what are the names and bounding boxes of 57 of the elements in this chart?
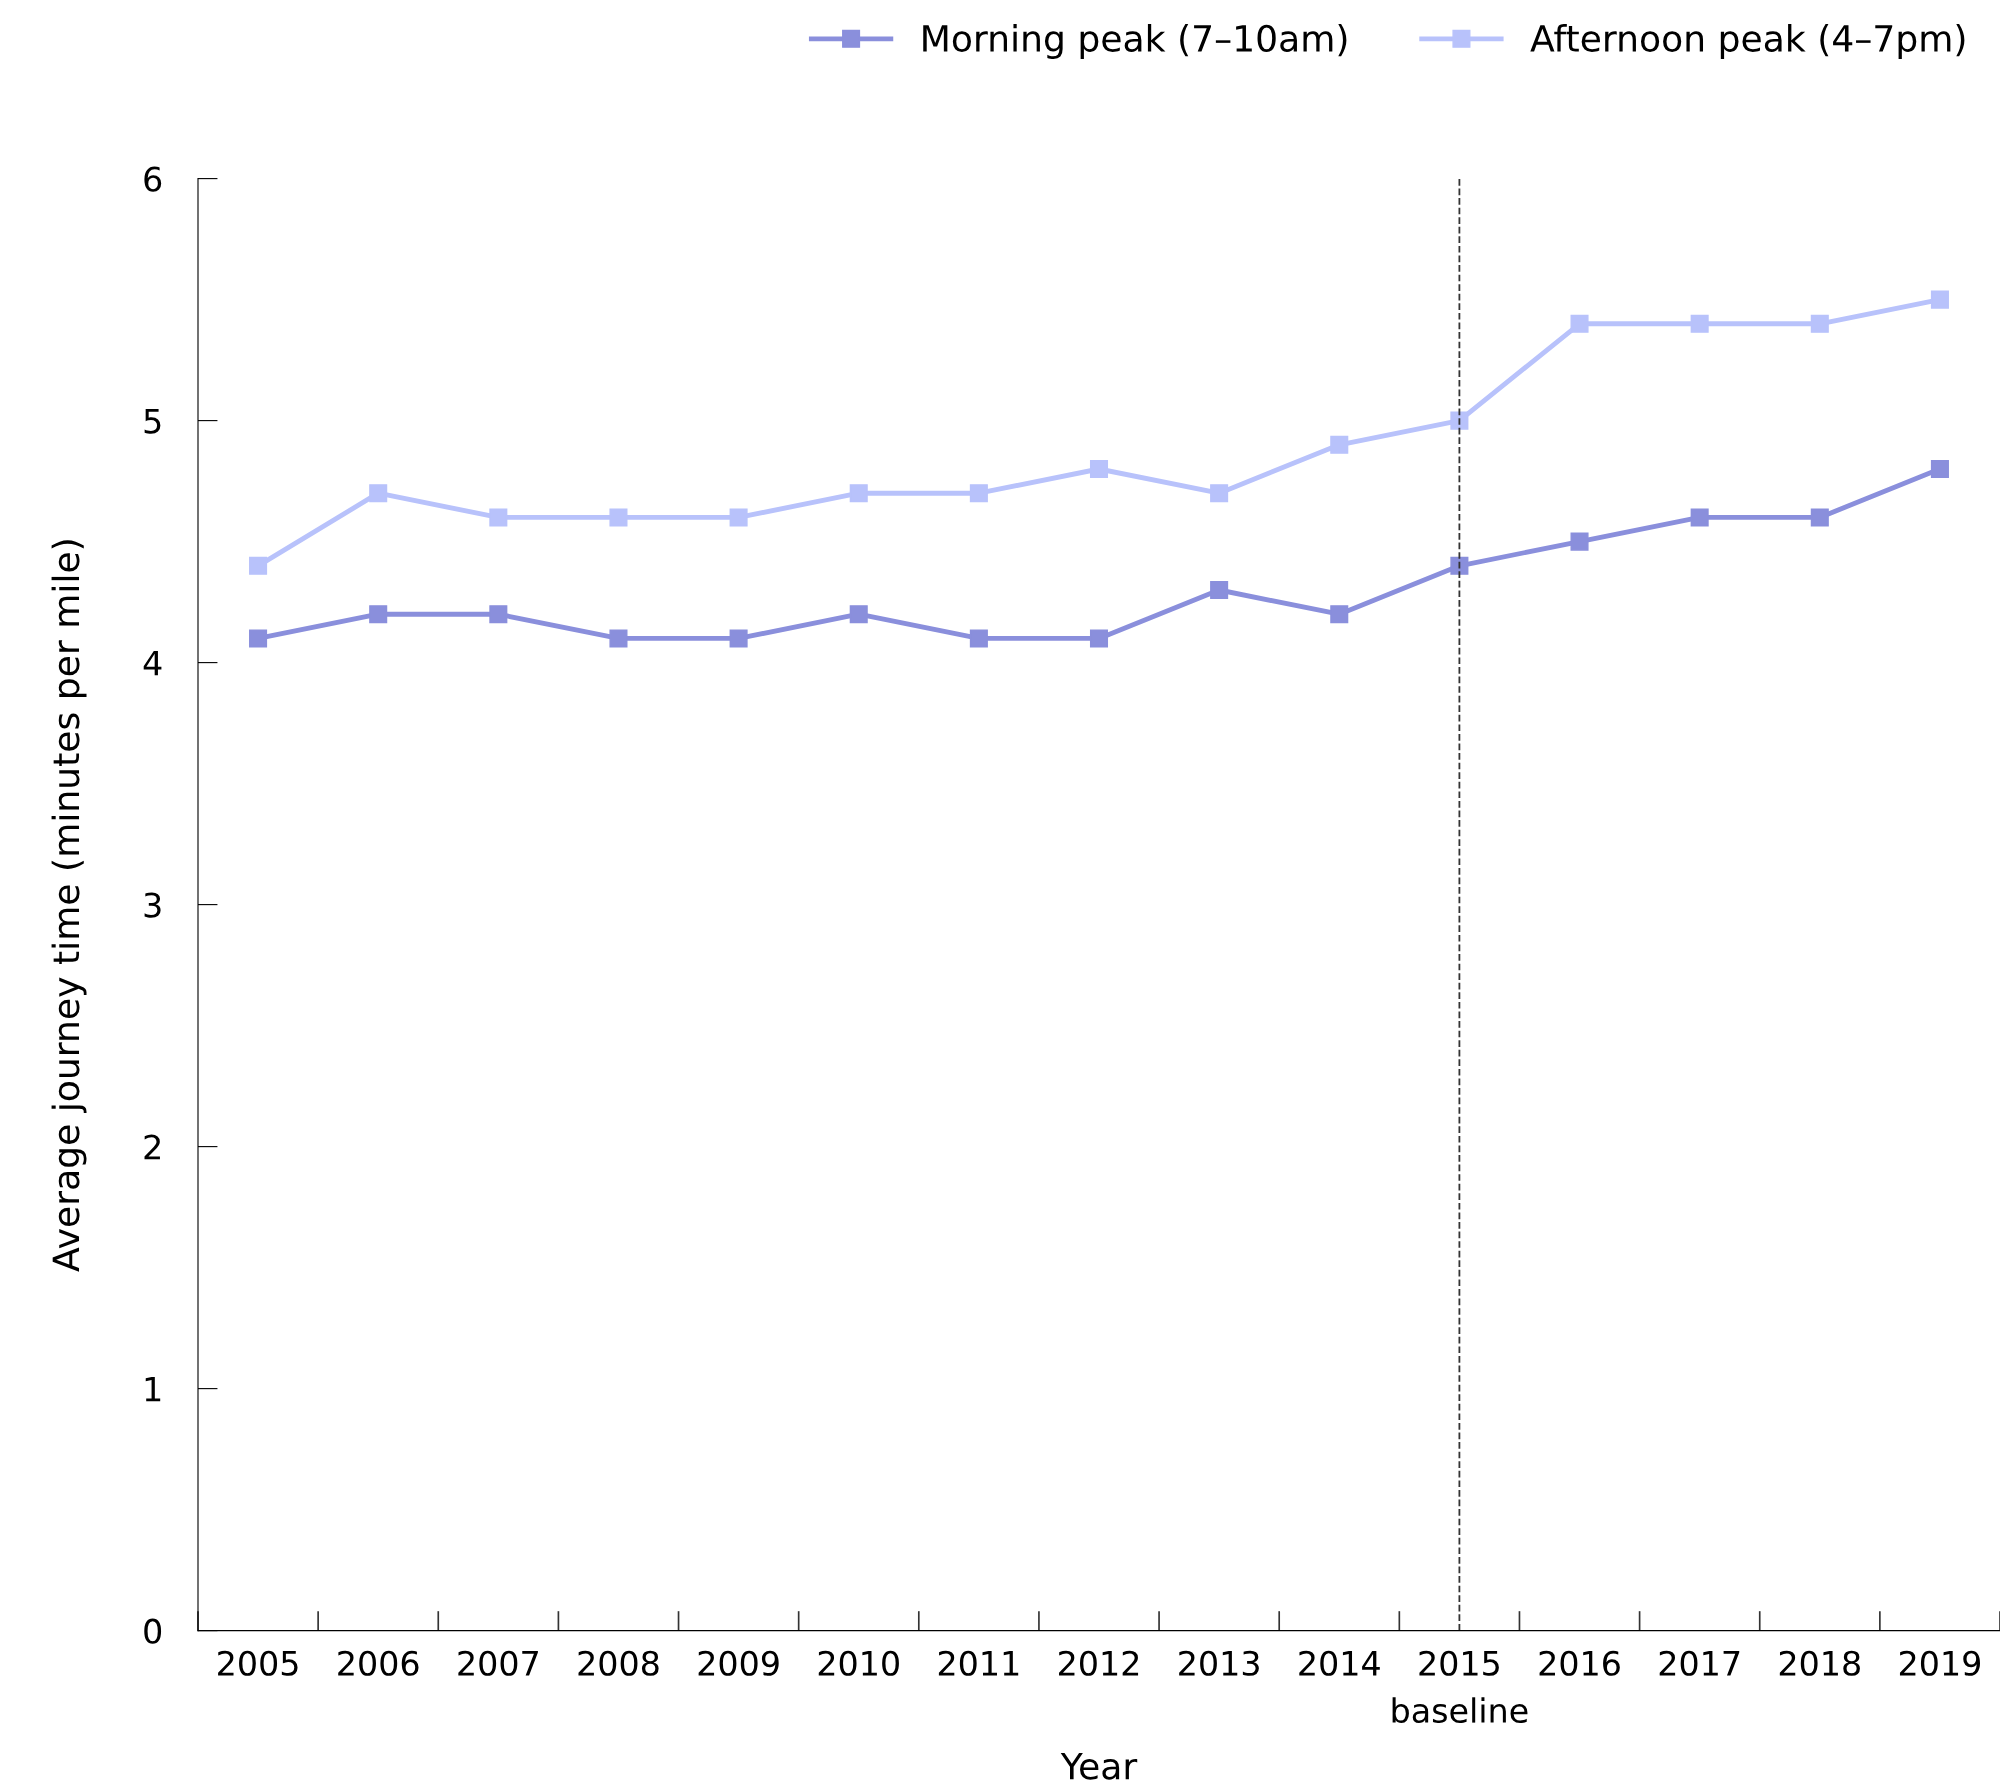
point <box>1330 435 1349 454</box>
point <box>369 605 388 624</box>
y-tick-label: 6 <box>144 166 162 192</box>
y-axis-title: Average journey time (minutes per mile) <box>51 540 87 1272</box>
point <box>849 605 868 624</box>
point <box>849 484 868 503</box>
point <box>729 629 748 648</box>
point <box>489 508 508 527</box>
y-tick-label: 4 <box>143 650 162 676</box>
x-tick-label: 2007 <box>458 1650 538 1676</box>
point <box>1330 605 1349 624</box>
x-tick-label: 2017 <box>1659 1650 1740 1676</box>
point <box>1930 290 1949 309</box>
y-tick-label: 5 <box>144 408 161 434</box>
point <box>1089 629 1109 648</box>
point <box>249 629 268 648</box>
y-tick-label: 3 <box>144 892 161 918</box>
ref-line-label: baseline <box>1392 1697 1528 1724</box>
point <box>609 508 628 527</box>
point <box>1450 411 1469 430</box>
point <box>1570 314 1589 333</box>
point <box>609 629 628 648</box>
x-tick-label: 2018 <box>1779 1650 1860 1676</box>
point <box>1210 484 1229 503</box>
y-tick-label: 2 <box>144 1134 160 1160</box>
point <box>969 484 988 503</box>
point <box>1210 580 1229 600</box>
x-tick-label: 2013 <box>1179 1650 1259 1676</box>
point <box>489 605 508 624</box>
x-tick-label: 2010 <box>818 1650 899 1676</box>
x-tick-label: 2019 <box>1899 1650 1980 1676</box>
point <box>1810 314 1829 333</box>
point <box>969 629 988 648</box>
x-axis-title: Year <box>1060 1752 1138 1780</box>
point <box>1089 459 1109 479</box>
x-tick-label: 2014 <box>1299 1650 1380 1676</box>
y-tick-label: 1 <box>145 1376 161 1402</box>
point <box>1570 532 1589 551</box>
x-tick-label: 2015 <box>1419 1650 1499 1676</box>
x-tick-label: 2011 <box>938 1650 1019 1676</box>
x-tick-label: 2005 <box>218 1650 298 1676</box>
x-tick-label: 2008 <box>578 1650 659 1676</box>
legend-label: Morning peak (7–10am) <box>923 24 1347 59</box>
point <box>1450 556 1469 575</box>
x-tick-label: 2009 <box>698 1650 779 1676</box>
point <box>1930 459 1949 479</box>
x-tick-label: 2006 <box>338 1650 419 1676</box>
point <box>369 484 388 503</box>
point <box>249 556 268 575</box>
x-tick-label: 2016 <box>1539 1650 1620 1676</box>
point <box>1690 508 1709 527</box>
legend-label: Afternoon peak (4–7pm) <box>1530 24 1965 59</box>
x-tick-label: 2012 <box>1059 1650 1139 1676</box>
y-tick-label: 0 <box>144 1618 162 1644</box>
point <box>1810 508 1829 527</box>
point <box>1690 314 1709 333</box>
point <box>729 508 748 527</box>
